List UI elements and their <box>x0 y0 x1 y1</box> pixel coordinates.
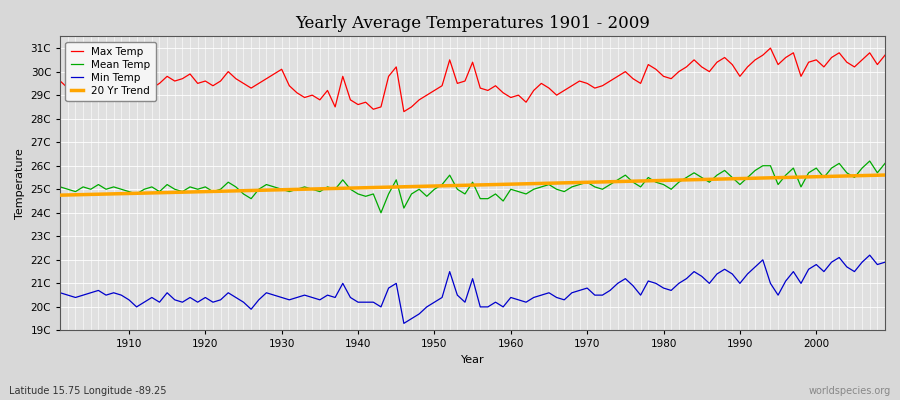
20 Yr Trend <box>284 187 294 192</box>
Mean Temp <box>55 184 66 189</box>
Max Temp <box>116 86 127 90</box>
X-axis label: Year: Year <box>461 355 484 365</box>
Line: Min Temp: Min Temp <box>60 255 885 323</box>
Mean Temp <box>116 187 127 192</box>
Legend: Max Temp, Mean Temp, Min Temp, 20 Yr Trend: Max Temp, Mean Temp, Min Temp, 20 Yr Tre… <box>66 42 156 101</box>
Text: worldspecies.org: worldspecies.org <box>809 386 891 396</box>
Min Temp <box>879 260 890 264</box>
Max Temp <box>879 53 890 58</box>
20 Yr Trend <box>498 182 508 187</box>
20 Yr Trend <box>116 191 127 196</box>
20 Yr Trend <box>879 173 890 178</box>
Mean Temp <box>513 189 524 194</box>
Max Temp <box>399 109 410 114</box>
Text: Latitude 15.75 Longitude -89.25: Latitude 15.75 Longitude -89.25 <box>9 386 166 396</box>
Line: Mean Temp: Mean Temp <box>60 161 885 213</box>
20 Yr Trend <box>506 182 517 186</box>
Min Temp <box>605 288 616 293</box>
Max Temp <box>329 104 340 109</box>
Max Temp <box>284 83 294 88</box>
Min Temp <box>284 298 294 302</box>
Max Temp <box>605 79 616 84</box>
Line: Max Temp: Max Temp <box>60 48 885 112</box>
20 Yr Trend <box>55 193 66 198</box>
Min Temp <box>864 253 875 258</box>
Mean Temp <box>879 161 890 166</box>
Min Temp <box>55 290 66 295</box>
Mean Temp <box>605 182 616 187</box>
Line: 20 Yr Trend: 20 Yr Trend <box>60 175 885 195</box>
Max Temp <box>765 46 776 50</box>
Mean Temp <box>864 159 875 164</box>
20 Yr Trend <box>329 186 340 191</box>
Max Temp <box>506 95 517 100</box>
Max Temp <box>513 93 524 98</box>
Min Temp <box>506 295 517 300</box>
Title: Yearly Average Temperatures 1901 - 2009: Yearly Average Temperatures 1901 - 2009 <box>295 15 650 32</box>
Mean Temp <box>506 187 517 192</box>
Min Temp <box>399 321 410 326</box>
Min Temp <box>329 295 340 300</box>
20 Yr Trend <box>597 180 608 184</box>
Min Temp <box>116 293 127 298</box>
Max Temp <box>55 79 66 84</box>
Min Temp <box>513 298 524 302</box>
Mean Temp <box>375 210 386 215</box>
Y-axis label: Temperature: Temperature <box>15 148 25 219</box>
Mean Temp <box>284 189 294 194</box>
Mean Temp <box>329 187 340 192</box>
